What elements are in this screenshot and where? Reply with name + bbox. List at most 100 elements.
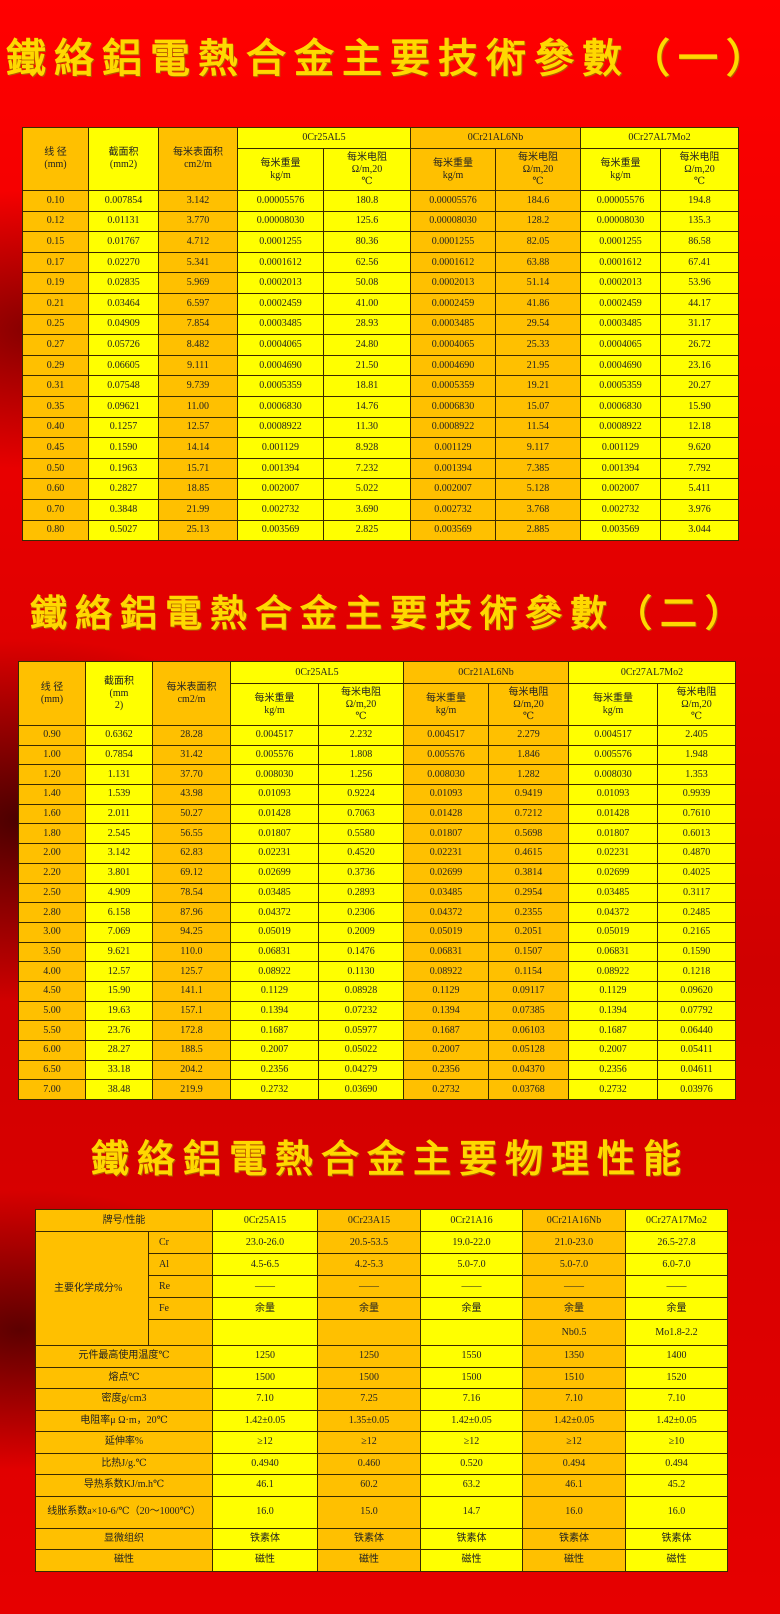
property-row: 显微组织 铁素体 铁素体 铁素体 铁素体 铁素体: [35, 1527, 728, 1550]
cell-weight: 0.0004065: [410, 334, 496, 356]
cell-weight: 0.0003485: [410, 313, 496, 336]
cell-weight: 0.02699: [403, 862, 489, 884]
cell-weight: 0.02231: [403, 843, 489, 864]
cell-resistance: 1.282: [488, 764, 569, 786]
composition-row: Fe 余量 余量 余量 余量 余量: [36, 1297, 728, 1320]
cell-resistance: 9.117: [495, 437, 581, 459]
composition-value: 21.0-23.0: [522, 1231, 626, 1254]
title-params-1: 鐵絡鋁電熱合金主要技術參數（一）: [6, 35, 774, 82]
cell-surface: 141.1: [152, 980, 231, 1002]
cell-resistance: 15.07: [495, 395, 581, 418]
cell-weight: 0.1129: [230, 980, 319, 1002]
cell-resistance: 50.08: [323, 272, 411, 294]
params-table-1: 线 径 (mm) 截面积 (mm2) 每米表面积 cm2/m 0Cr25AL5 0Cr2…: [22, 127, 740, 542]
cell-diameter: 1.20: [18, 764, 86, 786]
header-resistance-per-meter: 每米电阻 Ω/m,20 ℃: [495, 148, 581, 191]
cell-area: 0.02835: [88, 272, 159, 294]
cell-surface: 12.57: [158, 416, 238, 439]
cell-resistance: 0.04279: [318, 1059, 404, 1081]
cell-area: 0.05726: [88, 334, 159, 356]
header-row: 线 径 (mm) 截面积 (mm2) 每米表面积 cm2/m 0Cr25AL5 0Cr2…: [22, 127, 740, 191]
cell-resistance: 1.846: [488, 744, 569, 766]
cell-resistance: 19.21: [495, 375, 581, 397]
cell-area: 1.539: [85, 784, 153, 805]
property-label: 延伸率%: [35, 1431, 213, 1454]
cell-weight: 0.0001255: [580, 231, 661, 253]
cell-weight: 0.0001612: [410, 251, 496, 274]
cell-weight: 0.0005359: [410, 375, 496, 397]
cell-area: 0.007854: [88, 190, 159, 212]
table-row: 3.50 9.621 110.0 0.06831 0.1476 0.06831 0.1507…: [18, 941, 737, 963]
property-value: 铁素体: [522, 1527, 626, 1550]
composition-value: 23.0-26.0: [212, 1231, 318, 1254]
cell-weight: 0.2007: [230, 1040, 319, 1061]
cell-surface: 188.5: [152, 1040, 231, 1061]
cell-area: 38.48: [85, 1079, 153, 1101]
cell-area: 28.27: [85, 1040, 153, 1061]
property-value: 铁素体: [317, 1527, 421, 1550]
cell-area: 9.621: [85, 941, 153, 963]
header-resistance-per-meter: 每米电阻 Ω/m,20 ℃: [318, 683, 404, 726]
composition-value: 19.0-22.0: [420, 1231, 523, 1254]
cell-surface: 9.111: [158, 354, 238, 377]
cell-area: 0.6362: [85, 725, 153, 746]
cell-diameter: 1.00: [18, 744, 86, 766]
cell-diameter: 4.50: [18, 980, 86, 1002]
cell-resistance: 0.4025: [656, 862, 737, 884]
cell-resistance: 0.1590: [656, 941, 737, 963]
cell-diameter: 0.90: [18, 725, 86, 746]
cell-resistance: 0.5580: [318, 823, 404, 845]
table-row: 7.00 38.48 219.9 0.2732 0.03690 0.2732 0.03768…: [18, 1079, 737, 1101]
property-value: 磁性: [625, 1549, 728, 1572]
table-row: 6.50 33.18 204.2 0.2356 0.04279 0.2356 0.04370…: [18, 1059, 737, 1081]
cell-weight: 0.008030: [568, 764, 658, 786]
cell-weight: 0.0005359: [580, 375, 661, 397]
cell-resistance: 5.022: [323, 478, 411, 500]
cell-weight: 0.001394: [237, 457, 324, 480]
property-value: 1250: [317, 1345, 421, 1368]
header-resistance-per-meter: 每米电阻 Ω/m,20 ℃: [488, 683, 569, 726]
table-row: 0.60 0.2827 18.85 0.002007 5.022 0.002007 5.12…: [22, 478, 740, 500]
table-row: 2.50 4.909 78.54 0.03485 0.2893 0.03485 0.2954…: [18, 882, 737, 904]
element-label: Cr: [148, 1231, 213, 1254]
composition-value: 5.0-7.0: [420, 1253, 523, 1276]
composition-value: 6.0-7.0: [625, 1253, 728, 1276]
cell-resistance: 86.58: [659, 231, 740, 253]
cell-resistance: 25.33: [495, 334, 581, 356]
header-grade: 0Cr21A16Nb: [522, 1209, 626, 1232]
composition-value: Nb0.5: [522, 1319, 626, 1346]
header-alloy-0Cr21AL6Nb: 0Cr21AL6Nb: [403, 661, 569, 684]
property-value: 1500: [420, 1366, 523, 1389]
property-value: 铁素体: [625, 1527, 728, 1550]
cell-surface: 8.482: [158, 334, 238, 356]
cell-weight: 0.002732: [580, 498, 661, 521]
table-row: 1.40 1.539 43.98 0.01093 0.9224 0.01093 0.9419…: [18, 784, 737, 805]
cell-area: 2.011: [85, 803, 153, 825]
cell-surface: 3.142: [158, 190, 238, 212]
cell-weight: 0.002007: [237, 478, 324, 500]
property-value: 7.10: [625, 1388, 728, 1411]
cell-weight: 0.0004690: [580, 354, 661, 377]
table-row: 0.27 0.05726 8.482 0.0004065 24.80 0.0004065 2…: [22, 334, 740, 356]
cell-resistance: 0.6013: [656, 823, 737, 845]
cell-weight: 0.02231: [230, 843, 319, 864]
cell-resistance: 41.00: [323, 292, 411, 315]
cell-weight: 0.00008030: [237, 210, 324, 233]
cell-resistance: 3.976: [659, 498, 740, 521]
cell-diameter: 0.17: [22, 251, 89, 274]
cell-weight: 0.00005576: [410, 190, 496, 212]
cell-resistance: 0.9939: [656, 784, 737, 805]
cell-resistance: 194.8: [659, 190, 740, 212]
header-cross-section-area: 截面积 (mm2): [88, 127, 159, 191]
table-row: 0.50 0.1963 15.71 0.001394 7.232 0.001394 7.38…: [22, 457, 740, 480]
cell-diameter: 0.15: [22, 231, 89, 253]
cell-surface: 157.1: [152, 1000, 231, 1022]
cell-area: 15.90: [85, 980, 153, 1002]
title-physical: 鐵絡鋁電熱合金主要物理性能: [90, 1136, 689, 1181]
cell-weight: 0.0002459: [237, 292, 324, 315]
composition-value: ——: [420, 1275, 523, 1298]
table-row: 1.80 2.545 56.55 0.01807 0.5580 0.01807 0.5698…: [18, 823, 737, 845]
cell-area: 0.1590: [88, 437, 159, 459]
cell-resistance: 7.232: [323, 457, 411, 480]
property-row: 密度g/cm3 7.10 7.25 7.16 7.10 7.10: [35, 1388, 728, 1411]
